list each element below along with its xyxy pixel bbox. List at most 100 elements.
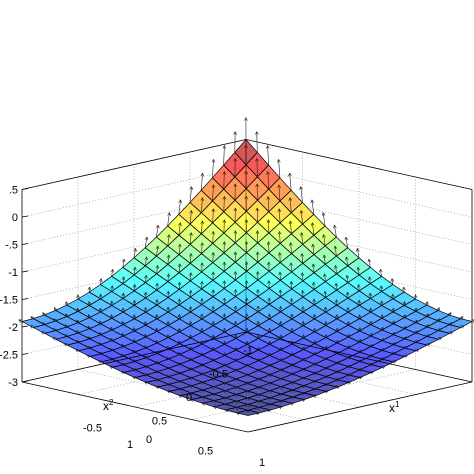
quiver-arrow	[155, 340, 159, 344]
quiver-arrow	[200, 313, 204, 319]
quiver-arrow	[299, 210, 304, 225]
quiver-arrow	[403, 336, 407, 341]
quiver-arrow	[267, 408, 272, 413]
quiver-arrow	[301, 357, 305, 362]
quiver-arrow	[211, 321, 215, 326]
box-edge	[21, 139, 247, 190]
quiver-arrow	[255, 251, 260, 263]
quiver-arrow	[211, 306, 215, 312]
quiver-arrow	[346, 321, 351, 326]
quiver-arrow	[380, 348, 385, 352]
quiver-arrow	[335, 370, 340, 374]
quiver-arrow	[155, 361, 160, 365]
quiver-arrow	[200, 220, 204, 234]
quiver-arrow	[189, 376, 194, 381]
box-edge	[21, 381, 249, 433]
quiver-arrow	[290, 313, 294, 319]
quiver-arrow	[310, 199, 315, 215]
quiver-arrow	[426, 334, 430, 338]
quiver-arrow	[98, 342, 103, 346]
quiver-arrow	[323, 306, 328, 313]
x1-tick-label: 1	[259, 457, 265, 469]
quiver-arrow	[256, 406, 260, 411]
quiver-arrow	[267, 341, 272, 345]
quiver-arrow	[288, 172, 292, 191]
quiver-arrow	[99, 278, 103, 285]
quiver-arrow	[334, 283, 339, 291]
quiver-arrow	[334, 299, 339, 306]
quiver-arrow	[391, 293, 395, 299]
quiver-arrow	[234, 347, 238, 351]
quiver-arrow	[459, 316, 464, 320]
quiver-arrow	[53, 318, 58, 322]
quiver-arrow	[279, 346, 283, 351]
quiver-arrow	[245, 352, 249, 357]
quiver-arrow	[235, 393, 239, 398]
quiver-arrow	[144, 364, 148, 369]
quiver-arrow	[289, 298, 294, 305]
quiver-arrow	[75, 349, 79, 353]
quiver-arrow	[301, 392, 306, 396]
quiver-arrow	[322, 234, 326, 246]
quiver-arrow	[357, 300, 361, 306]
quiver-arrow	[177, 281, 182, 290]
quiver-arrow	[244, 280, 249, 289]
quiver-arrow	[211, 358, 216, 362]
quiver-arrow	[75, 340, 80, 344]
quiver-arrow	[87, 314, 92, 318]
grid-line	[245, 221, 473, 273]
quiver-arrow	[357, 314, 362, 319]
quiver-arrow	[323, 273, 327, 282]
quiver-arrow	[200, 298, 204, 305]
quiver-arrow	[177, 327, 182, 332]
quiver-arrow	[178, 222, 182, 236]
quiver-arrow	[369, 344, 373, 348]
quiver-arrow	[311, 243, 315, 255]
quiver-arrow	[346, 307, 350, 313]
quiver-arrow	[211, 231, 215, 244]
quiver-arrow	[121, 362, 125, 367]
quiver-arrow	[167, 356, 171, 361]
quiver-arrow	[279, 358, 283, 362]
box-edge	[21, 331, 247, 383]
quiver-arrow	[178, 371, 183, 376]
quiver-arrow	[301, 398, 306, 402]
quiver-arrow	[156, 224, 160, 238]
quiver-arrow	[288, 220, 293, 234]
grid-line	[245, 304, 473, 355]
quiver-arrow	[266, 241, 271, 253]
quiver-arrow	[64, 324, 69, 329]
quiver-arrow	[144, 256, 148, 266]
quiver-arrow	[279, 334, 283, 339]
quiver-arrow	[155, 378, 160, 382]
quiver-arrow	[224, 396, 229, 401]
quiver-arrow	[245, 327, 249, 333]
quiver-arrow	[234, 358, 238, 362]
quiver-arrow	[87, 301, 92, 306]
quiver-arrow	[392, 351, 397, 356]
quiver-arrow	[235, 400, 240, 405]
quiver-arrow	[357, 339, 362, 343]
quiver-arrow	[224, 389, 228, 394]
quiver-arrow	[224, 381, 228, 386]
quiver-arrow	[41, 331, 45, 335]
z-tick-label: -1.5	[0, 295, 18, 307]
quiver-arrow	[189, 253, 193, 264]
quiver-arrow	[200, 242, 204, 254]
quiver-arrow	[18, 319, 23, 323]
quiver-arrow	[155, 299, 159, 306]
quiver-arrow	[402, 314, 407, 318]
quiver-arrow	[266, 171, 270, 190]
quiver-arrow	[324, 356, 328, 361]
quiver-arrow	[143, 321, 148, 326]
quiver-arrow	[336, 385, 340, 390]
quiver-arrow	[301, 334, 306, 339]
quiver-arrow	[390, 278, 395, 285]
quiver-arrow	[301, 321, 305, 326]
quiver-arrow	[414, 330, 418, 335]
quiver-arrow	[222, 297, 227, 305]
quiver-arrow	[380, 314, 384, 319]
quiver-arrow	[177, 298, 182, 305]
quiver-arrow	[189, 357, 193, 362]
quiver-arrow	[312, 380, 317, 384]
